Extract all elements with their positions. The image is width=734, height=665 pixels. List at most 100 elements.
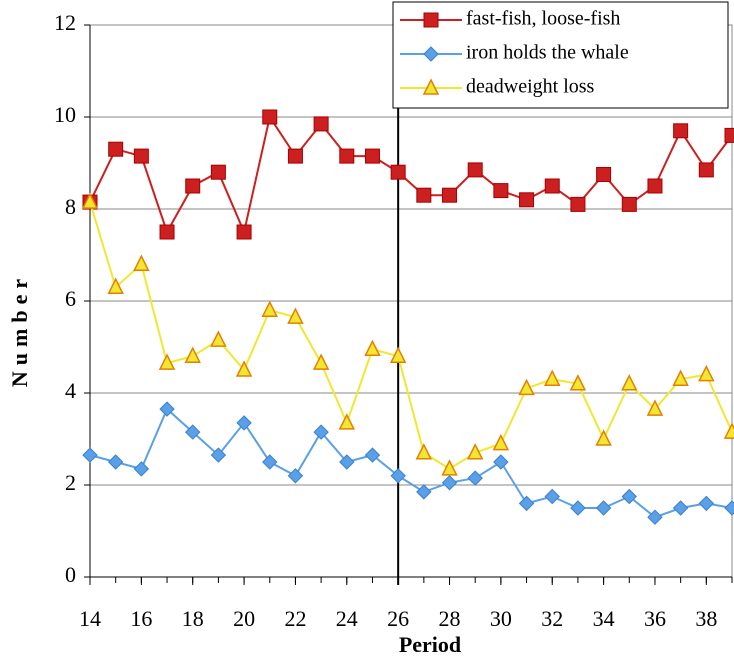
x-tick-label: 14 (79, 606, 101, 631)
x-tick-label: 16 (130, 606, 152, 631)
data-point (210, 164, 226, 180)
data-point (390, 164, 406, 180)
x-tick-label: 22 (284, 606, 306, 631)
data-point (544, 178, 560, 194)
data-point (81, 192, 99, 209)
data-point (467, 162, 483, 178)
data-point (364, 447, 381, 463)
data-point (493, 454, 509, 470)
data-point (159, 224, 175, 240)
data-point (621, 196, 637, 212)
data-point (210, 447, 227, 463)
legend-marker (423, 12, 439, 28)
x-tick-label: 34 (593, 606, 615, 631)
y-tick-label: 10 (54, 102, 76, 127)
data-point (236, 224, 252, 240)
legend-label: iron holds the whale (466, 42, 629, 64)
data-point (570, 196, 586, 212)
data-point (261, 300, 278, 317)
data-point (184, 346, 201, 363)
data-point (646, 399, 664, 416)
data-point (698, 162, 714, 178)
data-point (442, 187, 458, 203)
data-point (262, 109, 278, 125)
data-point (364, 339, 381, 357)
data-point (647, 178, 663, 194)
data-point (518, 378, 535, 396)
y-tick-label: 8 (65, 194, 76, 219)
x-axis-title: Period (399, 632, 461, 657)
data-point (570, 500, 586, 516)
x-tick-label: 20 (233, 606, 255, 631)
data-point (698, 495, 715, 512)
y-tick-label: 0 (65, 562, 76, 587)
data-point (133, 461, 150, 477)
data-point (596, 167, 612, 182)
x-tick-label: 24 (336, 606, 358, 631)
data-point (724, 500, 734, 516)
x-tick-label: 30 (490, 606, 512, 631)
data-point (236, 415, 252, 431)
x-tick-label: 18 (182, 606, 204, 631)
data-point (672, 500, 689, 516)
data-point (107, 454, 124, 470)
legend-label: fast-fish, loose-fish (466, 8, 620, 30)
data-point (724, 127, 734, 143)
data-point (519, 192, 535, 208)
data-point (108, 141, 124, 157)
data-point (389, 346, 407, 363)
data-point (723, 422, 734, 439)
x-tick-label: 38 (695, 606, 717, 631)
data-point (339, 454, 355, 470)
data-point (415, 443, 433, 460)
data-point (339, 148, 355, 164)
data-point (416, 187, 432, 203)
x-tick-label: 26 (387, 606, 409, 631)
data-point (518, 495, 535, 512)
data-point (569, 374, 587, 391)
data-point (287, 307, 304, 324)
data-point (467, 470, 483, 486)
data-point (466, 443, 484, 460)
y-axis-title: Number (7, 273, 32, 387)
data-point (312, 353, 330, 370)
data-point (133, 148, 149, 164)
data-point (158, 353, 176, 370)
data-point (595, 429, 612, 446)
data-point (185, 178, 201, 194)
data-point (133, 254, 150, 271)
y-axis-title-group: Number (7, 273, 32, 387)
data-point (262, 454, 278, 470)
data-point (313, 424, 329, 440)
data-point (159, 401, 175, 417)
series-line (89, 201, 733, 471)
data-point (313, 116, 329, 132)
data-point (185, 424, 201, 440)
data-point (338, 413, 356, 430)
data-point (416, 484, 432, 500)
data-point (441, 474, 458, 491)
x-tick-label: 36 (644, 606, 666, 631)
data-point (544, 369, 561, 386)
data-point (235, 360, 253, 377)
legend: fast-fish, loose-fish iron holds the whal… (392, 1, 729, 109)
y-tick-label: 4 (65, 378, 76, 403)
x-tick-label: 32 (541, 606, 563, 631)
data-point (698, 364, 715, 382)
legend-label: deadweight loss (466, 76, 595, 98)
data-point (441, 459, 458, 476)
data-point (82, 447, 98, 463)
data-point (493, 183, 509, 199)
data-point (492, 433, 510, 451)
data-point (673, 123, 689, 139)
data-point (621, 488, 637, 505)
data-point (107, 277, 124, 294)
data-point (595, 500, 612, 516)
data-point (621, 374, 638, 391)
y-tick-label: 12 (54, 10, 76, 35)
data-point (647, 509, 663, 525)
legend-marker (423, 46, 439, 62)
data-point (390, 468, 406, 484)
data-point (287, 468, 304, 484)
